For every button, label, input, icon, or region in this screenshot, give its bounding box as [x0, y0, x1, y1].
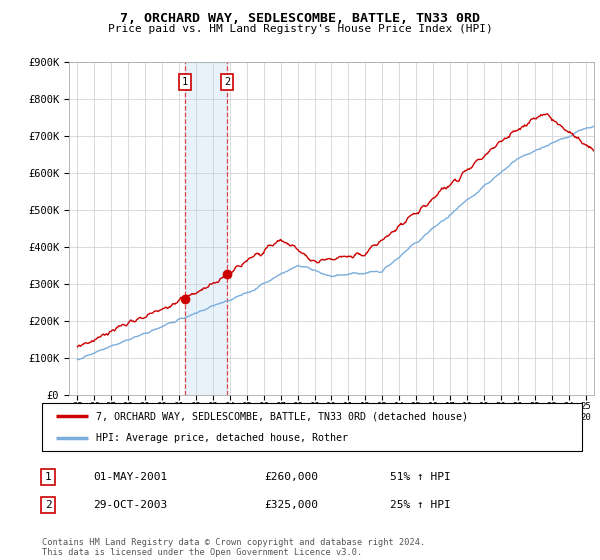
Text: Contains HM Land Registry data © Crown copyright and database right 2024.
This d: Contains HM Land Registry data © Crown c… — [42, 538, 425, 557]
Text: 7, ORCHARD WAY, SEDLESCOMBE, BATTLE, TN33 0RD: 7, ORCHARD WAY, SEDLESCOMBE, BATTLE, TN3… — [120, 12, 480, 25]
Text: 29-OCT-2003: 29-OCT-2003 — [93, 500, 167, 510]
Text: HPI: Average price, detached house, Rother: HPI: Average price, detached house, Roth… — [96, 433, 348, 443]
Text: Price paid vs. HM Land Registry's House Price Index (HPI): Price paid vs. HM Land Registry's House … — [107, 24, 493, 34]
Bar — [185, 62, 227, 395]
Text: 2: 2 — [224, 77, 230, 87]
Text: 25% ↑ HPI: 25% ↑ HPI — [390, 500, 451, 510]
Text: £325,000: £325,000 — [264, 500, 318, 510]
Text: 1: 1 — [182, 77, 188, 87]
Text: 01-MAY-2001: 01-MAY-2001 — [93, 472, 167, 482]
Text: 2: 2 — [44, 500, 52, 510]
Text: 1: 1 — [44, 472, 52, 482]
FancyBboxPatch shape — [42, 403, 582, 451]
Text: 51% ↑ HPI: 51% ↑ HPI — [390, 472, 451, 482]
Text: £260,000: £260,000 — [264, 472, 318, 482]
Text: 7, ORCHARD WAY, SEDLESCOMBE, BATTLE, TN33 0RD (detached house): 7, ORCHARD WAY, SEDLESCOMBE, BATTLE, TN3… — [96, 411, 468, 421]
